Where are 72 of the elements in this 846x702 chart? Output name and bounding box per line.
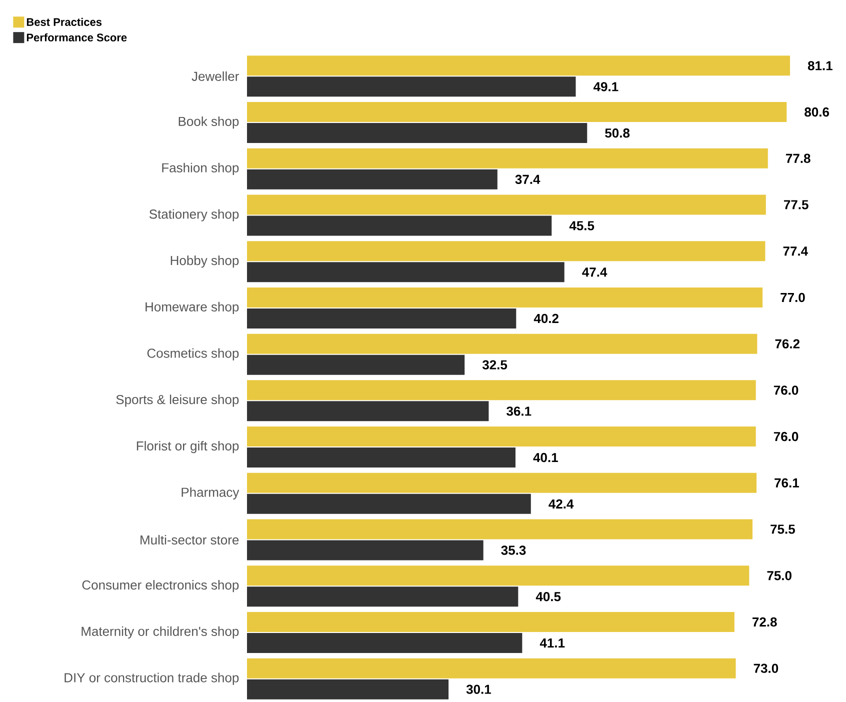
y-tick-label: Pharmacy	[182, 487, 240, 500]
bar	[247, 123, 588, 144]
data-label: 47.4	[582, 268, 608, 277]
bar	[247, 334, 758, 354]
data-label: 81.1	[808, 61, 832, 70]
y-tick-label: Homeware shop	[146, 302, 239, 314]
data-label: 75.0	[767, 571, 792, 580]
data-label: 73.0	[754, 664, 778, 673]
bar	[247, 102, 787, 122]
y-tick-label: Cosmetics shop	[147, 348, 239, 360]
data-label: 50.8	[605, 128, 630, 138]
data-label: 36.1	[506, 406, 532, 416]
bar	[247, 586, 518, 607]
bar	[247, 519, 753, 540]
y-tick-label: Book shop	[178, 116, 239, 129]
y-tick-label: Maternity or children's shop	[82, 626, 239, 639]
bar	[247, 76, 576, 97]
data-label: 76.2	[775, 339, 800, 348]
data-label: 45.5	[569, 221, 594, 230]
legend-label: Performance Score	[26, 33, 127, 42]
data-label: 77.0	[780, 292, 805, 302]
data-label: 37.4	[515, 174, 540, 184]
y-tick-label: Jeweller	[192, 71, 239, 81]
y-tick-label: Fashion shop	[162, 162, 239, 175]
data-label: 42.4	[548, 499, 574, 508]
y-tick-label: Stationery shop	[149, 209, 239, 222]
bar	[247, 679, 449, 700]
bar	[247, 56, 790, 76]
y-tick-label: Hobby shop	[170, 256, 239, 268]
data-label: 40.2	[534, 314, 558, 324]
y-tick-label: Florist or gift shop	[136, 440, 239, 454]
bar	[247, 262, 564, 282]
y-tick-label: Sports & leisure shop	[116, 394, 239, 407]
bar	[247, 380, 756, 400]
y-tick-label: Consumer electronics shop	[82, 580, 239, 592]
bar	[247, 308, 516, 328]
bar	[247, 287, 763, 308]
bar	[247, 658, 736, 678]
bar	[247, 426, 756, 447]
bar	[247, 169, 498, 190]
data-label: 77.8	[786, 154, 810, 163]
bar	[247, 472, 757, 493]
bar	[247, 194, 766, 215]
bar	[247, 241, 766, 262]
bar	[247, 148, 768, 168]
data-label: 40.1	[533, 452, 558, 462]
data-label: 77.4	[783, 246, 808, 256]
bar	[247, 632, 522, 653]
bar	[247, 612, 734, 632]
bar	[247, 216, 552, 236]
bar	[247, 448, 516, 468]
bar	[247, 494, 531, 514]
bar	[247, 401, 489, 422]
data-label: 35.3	[501, 546, 526, 555]
bar	[247, 354, 465, 375]
data-label: 41.1	[540, 638, 565, 648]
data-label: 72.8	[752, 617, 777, 627]
data-label: 76.0	[774, 432, 798, 442]
y-tick-label: Multi-sector store	[140, 534, 239, 545]
bar	[247, 540, 484, 560]
data-label: 32.5	[482, 360, 508, 370]
data-label: 80.6	[804, 107, 830, 117]
data-label: 40.5	[536, 592, 561, 602]
data-label: 75.5	[770, 524, 795, 534]
legend-label: Best Practices	[26, 18, 102, 26]
data-label: 76.1	[774, 478, 799, 488]
data-label: 77.5	[784, 200, 808, 210]
bar	[247, 566, 750, 586]
data-label: 49.1	[593, 82, 618, 92]
data-label: 30.1	[466, 684, 492, 694]
y-tick-label: DIY or construction trade shop	[64, 672, 239, 685]
data-label: 76.0	[774, 386, 798, 395]
